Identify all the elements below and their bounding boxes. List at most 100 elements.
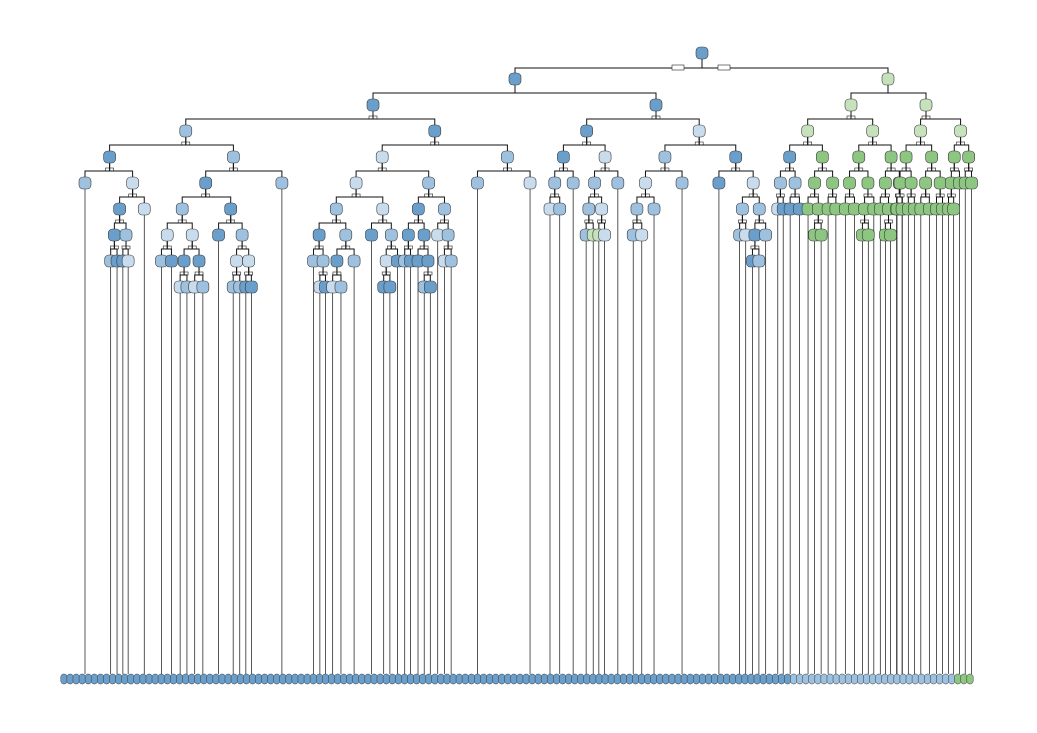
tree-node xyxy=(548,176,562,190)
leaf-node xyxy=(340,673,348,685)
tree-node xyxy=(914,124,927,138)
tree-node xyxy=(196,280,210,294)
leaf-node xyxy=(328,673,335,685)
leaf-node xyxy=(887,673,895,685)
tree-node xyxy=(630,202,644,216)
leaf-node xyxy=(230,673,238,685)
leaf-node xyxy=(747,673,755,685)
tree-node xyxy=(365,228,378,242)
tree-edge xyxy=(586,111,657,125)
leaf-node xyxy=(893,673,901,685)
leaf-node xyxy=(194,673,202,685)
tree-edge xyxy=(447,241,452,255)
leaf-node xyxy=(66,673,74,685)
tree-node xyxy=(423,280,437,294)
tree-edge xyxy=(925,189,930,203)
leaf-node xyxy=(139,673,147,685)
leaf-node xyxy=(382,673,390,685)
leaf-node xyxy=(899,673,907,685)
tree-edge xyxy=(166,241,172,255)
tree-node xyxy=(965,176,978,190)
tree-edge xyxy=(604,163,619,177)
tree-edge xyxy=(355,189,384,203)
tree-edge xyxy=(601,215,606,229)
tree-edge xyxy=(741,215,747,229)
tree-edge xyxy=(664,137,700,151)
tree-node xyxy=(165,254,178,268)
leaf-node xyxy=(437,673,445,685)
leaf-node xyxy=(753,673,761,685)
tree-edge xyxy=(698,137,737,151)
tree-node xyxy=(861,176,875,190)
tree-node xyxy=(595,202,608,216)
tree-edge xyxy=(423,241,429,255)
leaf-node xyxy=(163,673,171,685)
tree-node xyxy=(635,228,649,242)
tree-edge xyxy=(872,137,892,151)
leaf-node xyxy=(528,673,536,685)
tree-edge xyxy=(644,189,655,203)
tree-node xyxy=(339,228,353,242)
tree-edge xyxy=(910,189,915,203)
tree-node xyxy=(245,280,258,294)
tree-node xyxy=(826,176,839,190)
tree-node xyxy=(736,202,749,216)
tree-node xyxy=(925,150,938,164)
tree-edge xyxy=(754,241,760,255)
leaf-node xyxy=(656,673,664,685)
leaf-node xyxy=(431,673,439,685)
leaf-node xyxy=(589,673,597,685)
tree-node xyxy=(884,150,898,164)
leaf-node xyxy=(78,673,86,685)
tree-node xyxy=(192,254,206,268)
leaf-node xyxy=(826,673,834,685)
tree-node xyxy=(582,202,596,216)
tree-edge xyxy=(506,163,531,177)
tree-node xyxy=(884,228,897,242)
leaf-node xyxy=(315,673,323,685)
leaf-node xyxy=(176,673,183,685)
tree-node xyxy=(962,150,975,164)
tree-node xyxy=(588,176,601,190)
tree-node xyxy=(78,176,92,190)
tree-edge xyxy=(113,241,118,255)
leaf-node xyxy=(948,673,956,685)
leaf-node xyxy=(534,673,542,685)
tree-edge xyxy=(514,85,657,99)
tree-node xyxy=(334,280,348,294)
leaf-node xyxy=(802,673,810,685)
leaf-node xyxy=(650,673,658,685)
tree-edge xyxy=(939,189,943,203)
tree-edge xyxy=(185,111,374,125)
tree-edge xyxy=(858,163,869,177)
leaf-node xyxy=(613,673,621,685)
tree-edge xyxy=(443,215,449,229)
tree-node xyxy=(199,176,213,190)
tree-edge xyxy=(382,215,392,229)
leaf-node xyxy=(711,673,719,685)
leaf-node xyxy=(954,673,962,685)
leaf-node xyxy=(84,673,92,685)
tree-node xyxy=(421,254,435,268)
tree-node xyxy=(275,176,289,190)
leaf-node xyxy=(942,673,950,685)
tree-edge xyxy=(417,215,425,229)
leaf-node xyxy=(218,673,226,685)
tree-edge xyxy=(407,241,411,255)
tree-edge xyxy=(779,189,784,203)
tree-edge xyxy=(832,189,837,203)
tree-edge xyxy=(887,85,927,99)
tree-edge xyxy=(336,267,342,281)
leaf-node xyxy=(425,673,433,685)
tree-node xyxy=(893,176,907,190)
leaf-node xyxy=(796,673,804,685)
leaf-node xyxy=(291,673,299,685)
tree-edge xyxy=(181,215,193,229)
leaf-node xyxy=(838,673,846,685)
tree-edge xyxy=(318,241,324,255)
leaf-node xyxy=(407,673,415,685)
tree-edge xyxy=(864,215,869,229)
leaf-node xyxy=(808,673,816,685)
tree-node xyxy=(376,202,390,216)
